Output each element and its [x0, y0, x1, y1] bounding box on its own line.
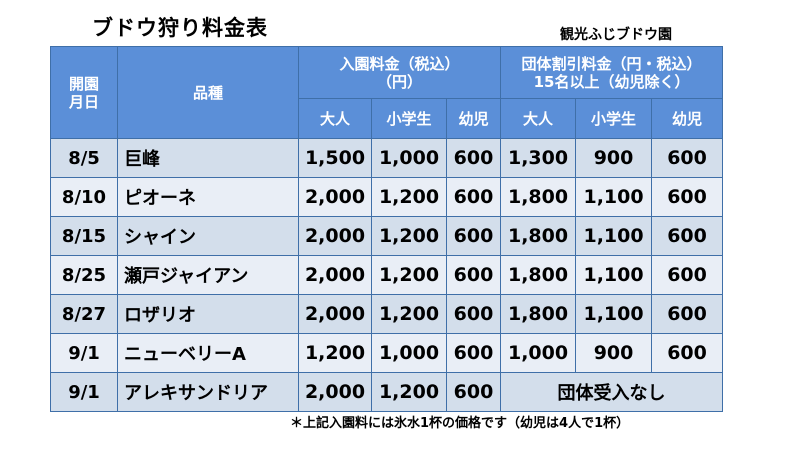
header-open-date: 開園 月日	[50, 46, 118, 139]
cell-date: 9/1	[50, 372, 118, 412]
page-title: ブドウ狩り料金表	[92, 16, 268, 40]
cell-infant: 600	[445, 255, 502, 295]
cell-adult: 2,000	[298, 255, 372, 295]
header-adult: 大人	[298, 98, 372, 139]
cell-group-adult: 1,800	[500, 294, 577, 334]
cell-adult: 2,000	[298, 372, 372, 412]
cell-adult: 2,000	[298, 177, 372, 217]
header-group-infant: 幼児	[651, 98, 724, 139]
cell-infant: 600	[445, 177, 502, 217]
cell-date: 8/15	[50, 216, 118, 256]
cell-group-elementary: 900	[575, 333, 653, 373]
cell-elementary: 1,200	[371, 294, 447, 334]
cell-group-infant: 600	[651, 177, 724, 217]
cell-group-infant: 600	[651, 138, 724, 178]
cell-elementary: 1,200	[371, 216, 447, 256]
cell-adult: 2,000	[298, 294, 372, 334]
cell-group-elementary: 900	[575, 138, 653, 178]
cell-date: 9/1	[50, 333, 118, 373]
venue-name: 観光ふじブドウ園	[560, 27, 672, 43]
cell-variety: ピオーネ	[117, 177, 299, 217]
table-row: 8/25 瀬戸ジャイアン 2,000 1,200 600 1,800 1,100…	[50, 255, 724, 295]
cell-infant: 600	[445, 372, 502, 412]
cell-elementary: 1,000	[371, 138, 447, 178]
table-row: 8/15 シャイン 2,000 1,200 600 1,800 1,100 60…	[50, 216, 724, 256]
header-admission: 入園料金（税込） （円）	[297, 46, 502, 99]
cell-group-note: 団体受入なし	[500, 372, 724, 412]
cell-group-elementary: 1,100	[575, 294, 653, 334]
cell-infant: 600	[445, 333, 502, 373]
cell-infant: 600	[445, 216, 502, 256]
cell-group-elementary: 1,100	[575, 177, 653, 217]
cell-elementary: 1,200	[371, 372, 447, 412]
cell-infant: 600	[445, 294, 502, 334]
cell-date: 8/27	[50, 294, 118, 334]
header-elementary: 小学生	[371, 98, 447, 139]
cell-variety: ニューベリーA	[117, 333, 299, 373]
cell-group-adult: 1,800	[500, 216, 577, 256]
cell-group-infant: 600	[651, 333, 724, 373]
table-row: 8/5 巨峰 1,500 1,000 600 1,300 900 600	[50, 138, 724, 178]
footnote: ＊上記入園料には氷水1杯の価格です（幼児は4人で1杯）	[290, 416, 630, 431]
cell-adult: 1,200	[298, 333, 372, 373]
table-row: 8/10 ピオーネ 2,000 1,200 600 1,800 1,100 60…	[50, 177, 724, 217]
cell-elementary: 1,200	[371, 177, 447, 217]
header-infant: 幼児	[445, 98, 502, 139]
price-table: 開園 月日 品種 入園料金（税込） （円） 団体割引料金（円・税込） 15名以上…	[50, 46, 724, 412]
cell-date: 8/10	[50, 177, 118, 217]
cell-adult: 1,500	[298, 138, 372, 178]
header-group-adult: 大人	[500, 98, 577, 139]
cell-infant: 600	[445, 138, 502, 178]
cell-variety: シャイン	[117, 216, 299, 256]
cell-elementary: 1,200	[371, 255, 447, 295]
cell-adult: 2,000	[298, 216, 372, 256]
cell-group-infant: 600	[651, 294, 724, 334]
cell-date: 8/5	[50, 138, 118, 178]
cell-group-adult: 1,800	[500, 177, 577, 217]
cell-variety: アレキサンドリア	[117, 372, 299, 412]
cell-group-adult: 1,800	[500, 255, 577, 295]
header-variety: 品種	[117, 46, 299, 139]
table-row: 8/27 ロザリオ 2,000 1,200 600 1,800 1,100 60…	[50, 294, 724, 334]
cell-elementary: 1,000	[371, 333, 447, 373]
cell-group-adult: 1,300	[500, 138, 577, 178]
cell-group-infant: 600	[651, 255, 724, 295]
cell-variety: 瀬戸ジャイアン	[117, 255, 299, 295]
cell-variety: ロザリオ	[117, 294, 299, 334]
cell-group-adult: 1,000	[500, 333, 577, 373]
cell-group-elementary: 1,100	[575, 255, 653, 295]
cell-group-elementary: 1,100	[575, 216, 653, 256]
cell-group-infant: 600	[651, 216, 724, 256]
table-row: 9/1 アレキサンドリア 2,000 1,200 600 団体受入なし	[50, 372, 724, 412]
cell-date: 8/25	[50, 255, 118, 295]
header-group-elementary: 小学生	[575, 98, 653, 139]
cell-variety: 巨峰	[117, 138, 299, 178]
table-row: 9/1 ニューベリーA 1,200 1,000 600 1,000 900 60…	[50, 333, 724, 373]
header-group-discount: 団体割引料金（円・税込） 15名以上（幼児除く）	[500, 46, 724, 99]
